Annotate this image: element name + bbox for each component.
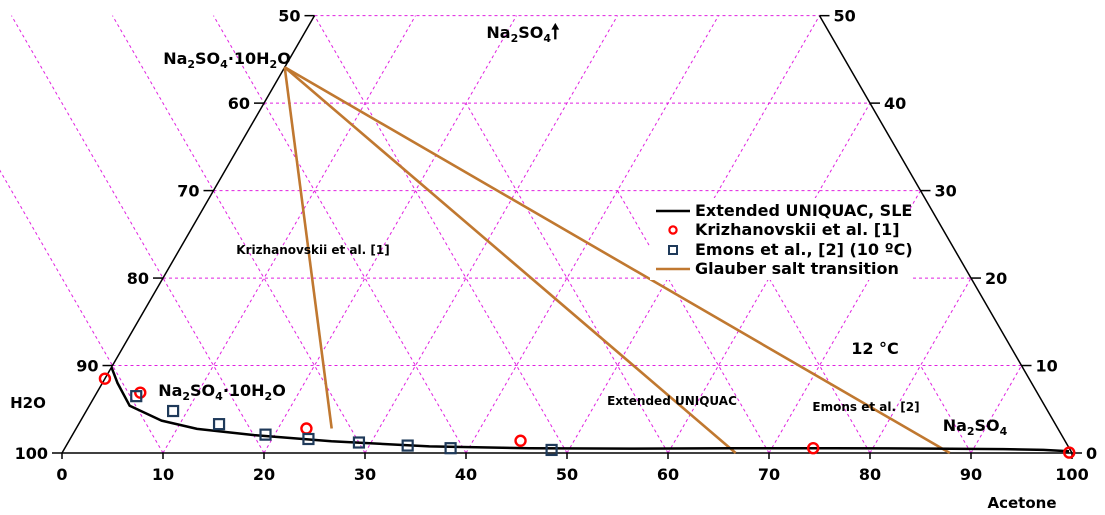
bottom-tick-label: 10 xyxy=(152,465,174,484)
grid-line-acetone-90 xyxy=(970,365,1022,454)
grid-line-water-70 xyxy=(112,15,366,454)
bottom-tick-label: 60 xyxy=(657,465,679,484)
legend-marker-krizhanovskii xyxy=(668,225,678,235)
legend-marker-emons xyxy=(668,245,678,255)
right-tick-label: 0 xyxy=(1086,444,1097,463)
krizhanovskii-point-4 xyxy=(514,434,527,447)
temperature-label: 12 °C xyxy=(851,339,899,358)
grid-line-water-50 xyxy=(314,15,568,454)
region-na2so4-10h2o-label: Na2SO4·10H2O xyxy=(158,381,286,403)
grid-line-acetone-40 xyxy=(465,15,719,454)
legend-label-sle: Extended UNIQUAC, SLE xyxy=(695,201,912,220)
emons-point-1 xyxy=(130,390,143,403)
left-tick-label: 50 xyxy=(278,7,300,26)
emons-point-5 xyxy=(302,432,315,446)
emons-point-9 xyxy=(545,443,558,457)
data-markers xyxy=(98,372,1076,459)
grid-line-water-20 xyxy=(768,277,871,454)
grid-line-water-30 xyxy=(617,190,770,454)
left-edge xyxy=(61,15,316,454)
krizhanovskii-point-1 xyxy=(98,372,112,385)
krizhanovskii-region-label: Krizhanovskii et al. [1] xyxy=(236,243,389,257)
grid-line-water-40 xyxy=(465,102,669,454)
emons-point-7 xyxy=(401,439,414,452)
glauber-salt-label: Na2SO4·10H2O xyxy=(163,49,291,71)
bottom-tick-label: 50 xyxy=(556,465,578,484)
krizhanovskii-point-6 xyxy=(1063,446,1076,459)
legend-background xyxy=(650,198,910,280)
bottom-tick-label: 0 xyxy=(56,465,67,484)
legend-label-emons: Emons et al., [2] (10 ºC) xyxy=(695,240,913,259)
region-na2so4-label: Na2SO4 xyxy=(943,416,1008,438)
chart-labels: 0 10 20 30 40 50 60 70 80 90 100 100 90 80 70 60 50 0 10 20… xyxy=(15,7,1098,484)
top-arrow-label: Na2SO4🠕 xyxy=(486,19,560,45)
bottom-tick-label: 30 xyxy=(354,465,376,484)
grid-line-water-60 xyxy=(213,15,467,454)
grid-line-acetone-10 xyxy=(162,15,416,454)
left-tick-label: 90 xyxy=(76,357,98,376)
bottom-tick-label: 70 xyxy=(758,465,780,484)
grid-line-water-90 xyxy=(0,169,164,454)
right-tick-label: 50 xyxy=(834,7,856,26)
grid-line-water-80 xyxy=(11,15,265,454)
axis-name-h2o: H2O xyxy=(10,394,46,412)
axis-name-acetone: Acetone xyxy=(987,494,1056,512)
right-tick-label: 20 xyxy=(985,269,1007,288)
krizhanovskii-point-3 xyxy=(300,422,313,435)
left-tick-label: 100 xyxy=(15,444,48,463)
right-tick-label: 10 xyxy=(1036,357,1058,376)
legend-label-glauber: Glauber salt transition xyxy=(695,259,899,278)
grid-line-water-10 xyxy=(920,365,972,454)
bottom-tick-label: 80 xyxy=(859,465,881,484)
uniquac-region-label: Extended UNIQUAC xyxy=(607,394,737,408)
right-tick-label: 40 xyxy=(884,94,906,113)
grid-line-acetone-30 xyxy=(364,15,618,454)
glauber-transition-lines xyxy=(283,66,951,455)
grid-line-acetone-60 xyxy=(667,102,871,454)
bottom-tick-label: 90 xyxy=(960,465,982,484)
emons-point-4 xyxy=(259,428,272,441)
grid-line-acetone-80 xyxy=(869,277,972,454)
emons-point-6 xyxy=(352,436,366,449)
left-tick-label: 70 xyxy=(177,182,199,201)
emons-point-3 xyxy=(212,418,226,431)
bottom-tick-label: 100 xyxy=(1055,465,1088,484)
glauber-line-1 xyxy=(283,67,333,429)
krizhanovskii-point-5 xyxy=(806,441,820,455)
emons-point-2 xyxy=(167,404,180,418)
emons-region-label: Emons et al. [2] xyxy=(812,400,919,414)
bottom-tick-label: 20 xyxy=(253,465,275,484)
left-tick-label: 80 xyxy=(127,269,149,288)
right-edge xyxy=(818,15,1073,454)
sle-curve-path xyxy=(110,366,1070,453)
emons-point-8 xyxy=(444,442,457,455)
legend: Extended UNIQUAC, SLE Krizhanovskii et a… xyxy=(650,198,913,280)
sle-curve xyxy=(110,366,1070,453)
glauber-line-3 xyxy=(284,66,951,455)
left-tick-label: 60 xyxy=(228,94,250,113)
right-tick-label: 30 xyxy=(935,182,957,201)
legend-label-krizhanovskii: Krizhanovskii et al. [1] xyxy=(695,220,900,239)
glauber-line-2 xyxy=(283,66,737,454)
grid-line-acetone-20 xyxy=(263,15,517,454)
bottom-tick-label: 40 xyxy=(455,465,477,484)
